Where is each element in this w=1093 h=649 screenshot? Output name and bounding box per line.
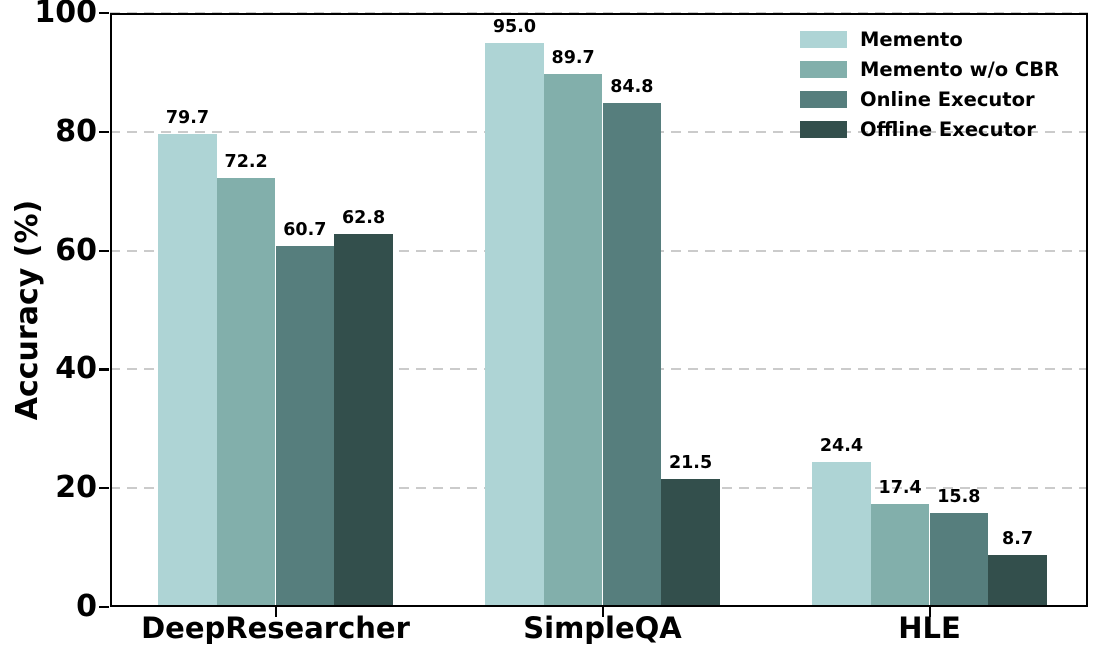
legend-label: Memento w/o CBR [860,57,1060,81]
y-tick-label: 0 [76,589,97,624]
bar-value-label: 8.7 [1002,529,1034,550]
x-tick-label: HLE [898,611,961,645]
bar-value-label: 72.2 [224,152,268,173]
y-tick-label: 60 [55,232,97,268]
legend-item: Memento [800,24,1059,54]
y-tick-mark [99,487,109,490]
bar-value-label: 15.8 [937,487,981,508]
bar-value-label: 60.7 [283,220,327,241]
bar [543,74,603,607]
y-tick-label: 40 [55,351,97,387]
legend-swatch [800,120,847,138]
legend-item: Online Executor [800,84,1059,114]
y-tick-label: 100 [34,0,97,30]
bar [216,178,276,607]
legend-item: Memento w/o CBR [800,54,1059,84]
legend-swatch [800,60,847,78]
bar-value-label: 62.8 [341,207,386,228]
bar [275,246,335,607]
bar [870,503,930,607]
y-axis-title: Accuracy (%) [10,199,45,421]
legend-label: Memento [860,27,963,51]
bar [158,133,217,607]
bar-value-label: 24.4 [819,436,864,457]
legend: Memento Memento w/o CBR Online Executor Off… [800,24,1059,144]
bar [334,233,393,607]
x-tick-mark [928,607,931,617]
bar-value-label: 79.7 [165,107,210,128]
bar [661,479,720,607]
y-tick-mark [99,606,109,609]
bar [602,103,662,607]
bar-value-label: 95.0 [492,16,537,37]
gridline-100 [110,12,1088,14]
bar-value-label: 84.8 [610,77,654,98]
bar [929,513,989,607]
x-tick-mark [274,607,277,617]
x-tick-label: DeepResearcher [141,611,410,645]
y-tick-mark [99,368,109,371]
bar-value-label: 21.5 [668,453,713,474]
x-tick-label: SimpleQA [523,611,682,645]
y-tick-mark [99,249,109,252]
legend-swatch [800,90,847,108]
y-tick-mark [99,12,109,15]
bar [485,42,544,607]
legend-label: Offline Executor [860,117,1036,141]
y-tick-label: 20 [55,470,97,506]
y-tick-label: 80 [55,113,97,149]
legend-label: Online Executor [860,87,1035,111]
bar-value-label: 89.7 [551,48,595,69]
x-tick-mark [601,607,604,617]
bar [812,462,871,607]
legend-item: Offline Executor [800,114,1059,144]
bar [988,555,1047,607]
bar-value-label: 17.4 [878,477,922,498]
y-tick-mark [99,130,109,133]
legend-swatch [800,30,847,48]
